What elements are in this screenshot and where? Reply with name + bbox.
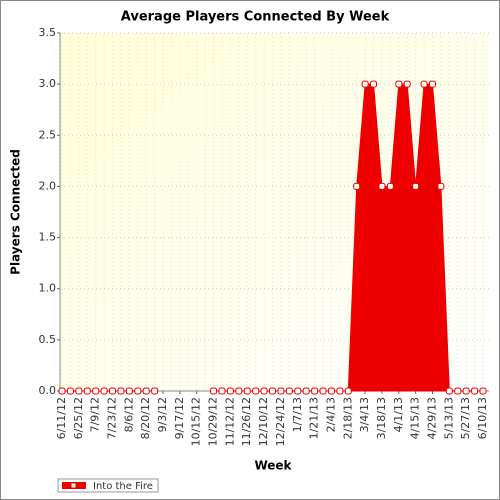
x-tick-label: 4/15/13 xyxy=(409,397,422,439)
marker xyxy=(311,387,319,395)
x-tick-label: 11/26/12 xyxy=(240,397,253,446)
marker xyxy=(83,387,91,395)
marker xyxy=(403,80,411,88)
x-tick-label: 10/29/12 xyxy=(207,397,220,446)
marker xyxy=(344,387,352,395)
marker xyxy=(437,182,445,190)
y-tick-label: 0.5 xyxy=(39,333,57,346)
y-tick-label: 1.5 xyxy=(39,231,57,244)
marker xyxy=(319,387,327,395)
legend-label: Into the Fire xyxy=(93,481,153,492)
marker xyxy=(243,387,251,395)
marker xyxy=(370,80,378,88)
marker xyxy=(277,387,285,395)
marker xyxy=(92,387,100,395)
x-tick-label: 3/18/13 xyxy=(375,397,388,439)
y-tick-label: 3.0 xyxy=(39,77,57,90)
marker xyxy=(285,387,293,395)
marker xyxy=(445,387,453,395)
marker xyxy=(117,387,125,395)
marker xyxy=(462,387,470,395)
marker xyxy=(420,80,428,88)
marker xyxy=(226,387,234,395)
x-tick-label: 4/29/13 xyxy=(425,397,438,439)
y-tick-label: 2.0 xyxy=(39,179,57,192)
marker xyxy=(353,182,361,190)
x-tick-label: 1/21/13 xyxy=(308,397,321,439)
marker xyxy=(235,387,243,395)
marker xyxy=(479,387,487,395)
x-tick-label: 12/24/12 xyxy=(274,397,287,446)
y-tick-label: 0.0 xyxy=(39,384,57,397)
x-tick-label: 8/20/12 xyxy=(139,397,152,439)
marker xyxy=(327,387,335,395)
marker xyxy=(125,387,133,395)
y-axis-label: Players Connected xyxy=(9,149,23,275)
x-tick-label: 1/7/13 xyxy=(291,397,304,432)
marker xyxy=(378,182,386,190)
chart-title: Average Players Connected By Week xyxy=(121,10,390,25)
marker xyxy=(210,387,218,395)
marker xyxy=(336,387,344,395)
marker xyxy=(218,387,226,395)
y-tick-label: 3.5 xyxy=(39,26,57,39)
x-tick-label: 8/6/12 xyxy=(122,397,135,432)
x-tick-label: 5/27/13 xyxy=(459,397,472,439)
x-tick-label: 2/4/13 xyxy=(324,397,337,432)
marker xyxy=(395,80,403,88)
marker xyxy=(294,387,302,395)
marker xyxy=(151,387,159,395)
marker xyxy=(142,387,150,395)
marker xyxy=(454,387,462,395)
x-tick-label: 9/17/12 xyxy=(173,397,186,439)
x-tick-label: 2/18/13 xyxy=(341,397,354,439)
x-tick-label: 10/15/12 xyxy=(190,397,203,446)
marker xyxy=(109,387,117,395)
x-tick-label: 4/1/13 xyxy=(392,397,405,432)
x-tick-label: 9/3/12 xyxy=(156,397,169,432)
marker xyxy=(361,80,369,88)
marker xyxy=(260,387,268,395)
marker xyxy=(58,387,66,395)
marker xyxy=(269,387,276,395)
legend-marker xyxy=(70,482,77,489)
marker xyxy=(100,387,108,395)
x-tick-label: 3/4/13 xyxy=(358,397,371,432)
y-tick-label: 2.5 xyxy=(39,128,57,141)
marker xyxy=(302,387,310,395)
x-tick-label: 6/25/12 xyxy=(72,397,85,439)
y-tick-label: 1.0 xyxy=(39,282,57,295)
marker xyxy=(134,387,142,395)
x-tick-label: 12/10/12 xyxy=(257,397,270,446)
x-tick-label: 6/10/13 xyxy=(476,397,489,439)
marker xyxy=(471,387,479,395)
x-tick-label: 6/11/12 xyxy=(55,397,68,439)
marker xyxy=(66,387,74,395)
marker xyxy=(428,80,436,88)
x-tick-label: 7/23/12 xyxy=(106,397,119,439)
x-tick-label: 11/12/12 xyxy=(223,397,236,446)
x-tick-label: 5/13/13 xyxy=(442,397,455,439)
marker xyxy=(386,182,394,190)
marker xyxy=(252,387,260,395)
marker xyxy=(75,387,83,395)
x-tick-label: 7/9/12 xyxy=(89,397,102,432)
marker xyxy=(412,182,420,190)
x-axis-label: Week xyxy=(254,459,292,473)
